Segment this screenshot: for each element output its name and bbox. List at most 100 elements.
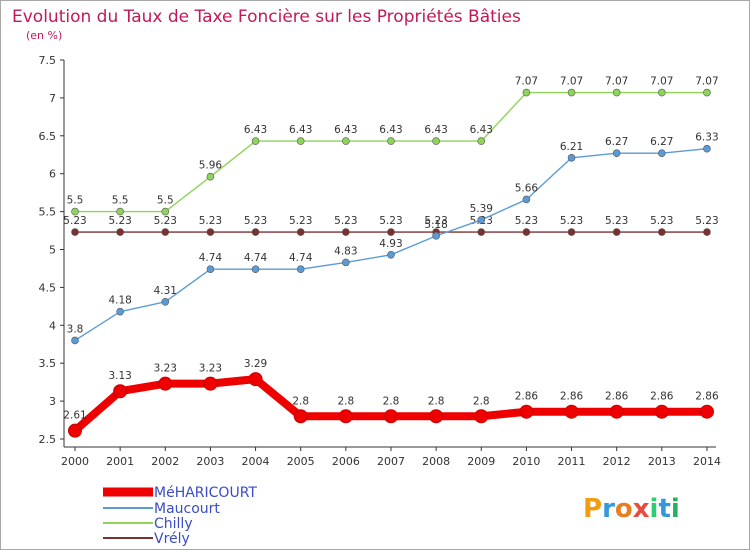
data-label: 2.86 [695,391,719,403]
data-label: 6.43 [470,124,493,136]
data-point [522,195,531,204]
data-point [71,228,79,236]
y-tick-label: 4.5 [39,281,57,294]
series-layer: 5.23 5.23 5.23 5.23 5.23 5.23 5.23 5.23 5.23 5.23… [63,76,719,438]
brand-letter: P [583,494,602,524]
data-point [68,423,82,438]
data-label: 6.43 [244,124,267,136]
legend-item-2: Chilly [103,516,193,532]
legend-label: MéHARICOURT [154,485,257,501]
y-tick-label: 4 [49,319,56,332]
legend-label: Maucourt [154,501,220,517]
data-point [206,265,215,274]
data-point [383,409,398,424]
x-tick-label: 2010 [512,455,540,468]
data-label: 5.5 [112,195,129,207]
data-label: 6.33 [695,132,718,144]
legend-item-3: Vrély [103,531,190,547]
data-point [432,232,440,240]
data-label: 6.43 [379,124,402,136]
data-label: 4.74 [199,252,223,264]
data-label: 5.66 [515,182,539,194]
data-label: 5.18 [424,219,447,231]
y-tick-label: 3.5 [39,357,57,370]
data-label: 2.8 [428,395,445,407]
x-tick-label: 2005 [287,455,315,468]
data-label: 3.23 [199,363,222,375]
data-point [522,228,531,236]
data-label: 5.23 [695,215,718,227]
data-label: 5.23 [515,215,538,227]
y-tick-label: 3 [49,395,56,408]
x-tick-label: 2013 [648,455,676,468]
data-point [342,137,350,145]
data-label: 5.23 [244,215,267,227]
data-point [612,228,621,236]
data-label: 5.5 [157,195,174,207]
data-label: 5.5 [67,195,84,207]
brand-letter: t [658,494,670,524]
x-tick-label: 2006 [332,455,360,468]
data-label: 2.8 [337,395,354,407]
legend-label: Chilly [154,516,193,532]
data-label: 5.23 [334,215,357,227]
data-label: 3.29 [244,358,267,370]
data-label: 6.21 [560,141,583,153]
data-point [522,88,531,97]
x-tick-label: 2009 [467,455,495,468]
data-label: 2.86 [515,391,539,403]
data-label: 5.39 [470,203,493,215]
legend-item-1: Maucourt [103,501,220,517]
x-tick-label: 2008 [422,455,450,468]
data-point [477,137,486,145]
data-label: 5.23 [154,215,177,227]
chart-unit-label: (en %) [26,29,62,42]
brand-letter: o [615,494,633,524]
y-tick-label: 6 [49,168,56,181]
data-point [251,137,260,145]
data-point [387,228,395,236]
data-point [567,88,576,97]
data-point [387,251,395,259]
data-label: 6.43 [424,124,447,136]
brand-logo: Proxiti [583,494,680,524]
data-label: 7.07 [605,76,628,88]
y-tick-label: 5 [49,244,56,257]
brand-letter: i [671,494,680,524]
data-point [342,228,350,236]
data-point [338,409,353,424]
data-point [161,207,170,216]
x-tick-label: 2000 [61,455,89,468]
data-label: 5.23 [199,215,222,227]
data-point [116,307,124,316]
data-point [658,228,666,236]
data-label: 2.86 [560,391,584,403]
data-point [116,228,124,236]
x-tick-label: 2001 [106,455,134,468]
x-tick-label: 2002 [151,455,179,468]
data-point [296,137,305,145]
brand-letter: r [602,494,615,524]
data-point [658,88,666,97]
data-label: 6.43 [289,124,312,136]
data-label: 2.8 [383,395,400,407]
y-tick-label: 5.5 [39,206,57,219]
data-label: 5.23 [605,215,628,227]
x-tick-label: 2012 [603,455,631,468]
x-tick-label: 2004 [242,455,270,468]
data-point [429,409,444,424]
data-label: 7.07 [695,76,718,88]
data-label: 6.27 [650,136,673,148]
data-point [116,207,124,216]
data-label: 2.8 [292,395,309,407]
series-1: 3.8 4.18 4.31 4.74 4.74 4.74 4.83 4.93 5.18 5.39 5… [67,132,719,345]
data-label: 4.74 [244,252,268,264]
data-label: 2.86 [650,391,674,403]
data-point [703,144,711,153]
data-point [477,228,486,236]
data-point [564,404,579,419]
x-tick-label: 2011 [558,455,586,468]
data-label: 6.27 [605,136,628,148]
